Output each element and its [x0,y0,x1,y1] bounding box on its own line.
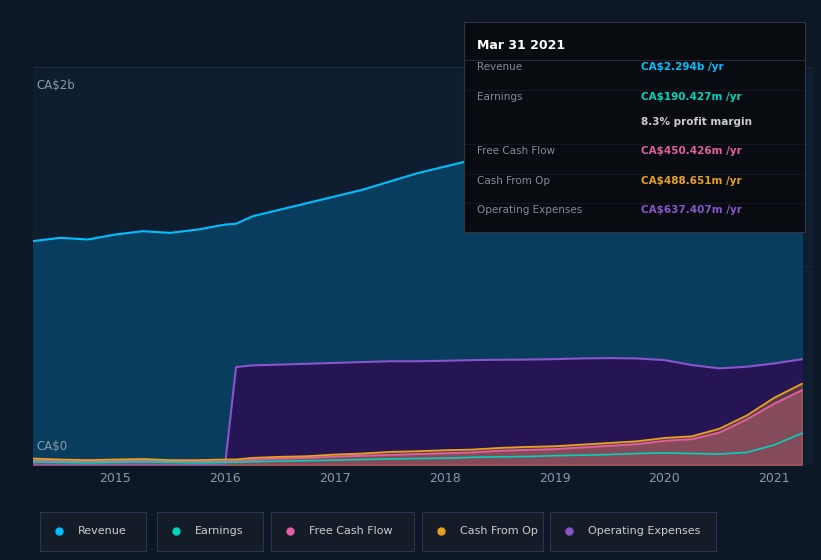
Text: Operating Expenses: Operating Expenses [588,526,700,535]
FancyBboxPatch shape [158,512,264,550]
Text: CA$2.294b /yr: CA$2.294b /yr [641,62,723,72]
Text: Free Cash Flow: Free Cash Flow [478,146,556,156]
Text: CA$190.427m /yr: CA$190.427m /yr [641,92,741,102]
Text: Mar 31 2021: Mar 31 2021 [478,39,566,52]
FancyBboxPatch shape [550,512,717,550]
Text: Operating Expenses: Operating Expenses [478,205,583,215]
Text: Cash From Op: Cash From Op [478,176,551,186]
Text: Earnings: Earnings [195,526,244,535]
Text: Revenue: Revenue [478,62,523,72]
Text: CA$0: CA$0 [37,440,68,453]
FancyBboxPatch shape [40,512,146,550]
Text: Revenue: Revenue [78,526,127,535]
Text: Cash From Op: Cash From Op [460,526,538,535]
Text: 8.3% profit margin: 8.3% profit margin [641,117,752,127]
Text: CA$450.426m /yr: CA$450.426m /yr [641,146,742,156]
Text: CA$488.651m /yr: CA$488.651m /yr [641,176,741,186]
Text: Free Cash Flow: Free Cash Flow [309,526,392,535]
Text: Earnings: Earnings [478,92,523,102]
Text: CA$637.407m /yr: CA$637.407m /yr [641,205,742,215]
FancyBboxPatch shape [271,512,415,550]
FancyBboxPatch shape [422,512,543,550]
Text: CA$2b: CA$2b [37,79,76,92]
